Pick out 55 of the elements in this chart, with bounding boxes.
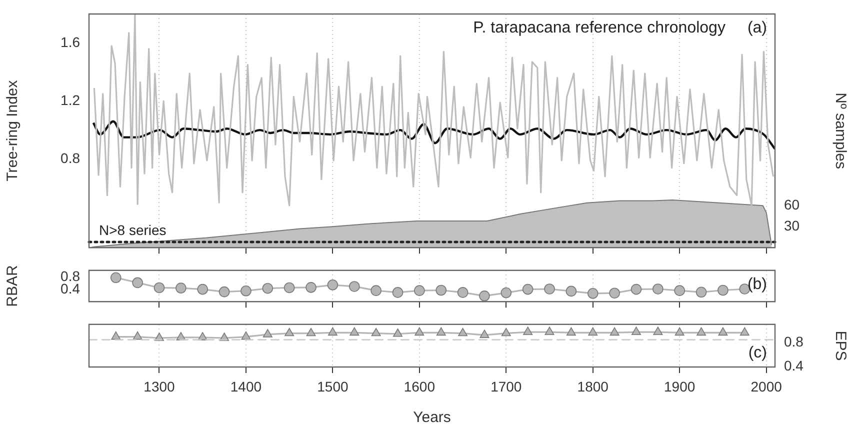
point bbox=[327, 279, 338, 290]
annotation: (c) bbox=[748, 344, 767, 362]
annotation: (a) bbox=[747, 19, 767, 36]
y2-tick-label: 30 bbox=[784, 217, 800, 234]
y-tick-label: 1.2 bbox=[60, 92, 80, 108]
point bbox=[500, 287, 512, 298]
y2-tick-label: 0.8 bbox=[784, 334, 804, 350]
point bbox=[544, 284, 555, 294]
x-axis-title: Years bbox=[413, 409, 451, 426]
point bbox=[392, 287, 404, 298]
x-tick-label: 1600 bbox=[404, 378, 436, 394]
x-tick-label: 1700 bbox=[490, 378, 522, 394]
point bbox=[630, 284, 642, 295]
point bbox=[436, 284, 447, 296]
y-tick-label: 1.6 bbox=[60, 34, 80, 50]
point bbox=[696, 286, 707, 298]
point bbox=[132, 277, 143, 288]
line-series bbox=[92, 120, 775, 150]
point bbox=[457, 287, 468, 298]
point bbox=[218, 286, 230, 298]
point bbox=[609, 288, 620, 298]
x-tick-label: 1400 bbox=[230, 378, 262, 394]
x-tick-label: 1800 bbox=[577, 378, 609, 394]
y-axis-title: RBAR bbox=[4, 265, 22, 307]
annotation: (b) bbox=[747, 276, 767, 293]
point bbox=[284, 282, 295, 294]
point bbox=[110, 272, 122, 284]
point bbox=[522, 284, 534, 295]
point bbox=[414, 285, 425, 296]
point bbox=[240, 285, 252, 296]
chart-title: P. tarapacana reference chronology bbox=[473, 19, 726, 36]
point bbox=[674, 285, 685, 296]
ref-line-label: N>8 series bbox=[99, 222, 166, 238]
y2-axis-title: EPS bbox=[832, 330, 849, 361]
point bbox=[348, 281, 360, 292]
point bbox=[652, 284, 664, 294]
point bbox=[587, 288, 598, 299]
point bbox=[479, 290, 490, 302]
point bbox=[154, 282, 165, 294]
y2-axis-title: Nº samples bbox=[832, 92, 849, 169]
x-tick-label: 1500 bbox=[317, 378, 348, 394]
point bbox=[262, 282, 274, 294]
y-tick-label: 0.8 bbox=[60, 150, 80, 166]
point bbox=[370, 285, 382, 296]
x-tick-label: 2000 bbox=[750, 378, 782, 394]
point bbox=[306, 282, 316, 293]
point bbox=[176, 282, 186, 294]
point bbox=[566, 286, 577, 297]
y-axis-title: Tree-ring Index bbox=[4, 80, 22, 182]
point bbox=[197, 284, 208, 295]
x-tick-label: 1300 bbox=[144, 378, 176, 394]
y2-tick-label: 0.4 bbox=[784, 357, 804, 374]
x-tick-label: 1900 bbox=[664, 378, 696, 394]
point bbox=[718, 284, 728, 296]
y2-tick-label: 60 bbox=[784, 196, 800, 212]
